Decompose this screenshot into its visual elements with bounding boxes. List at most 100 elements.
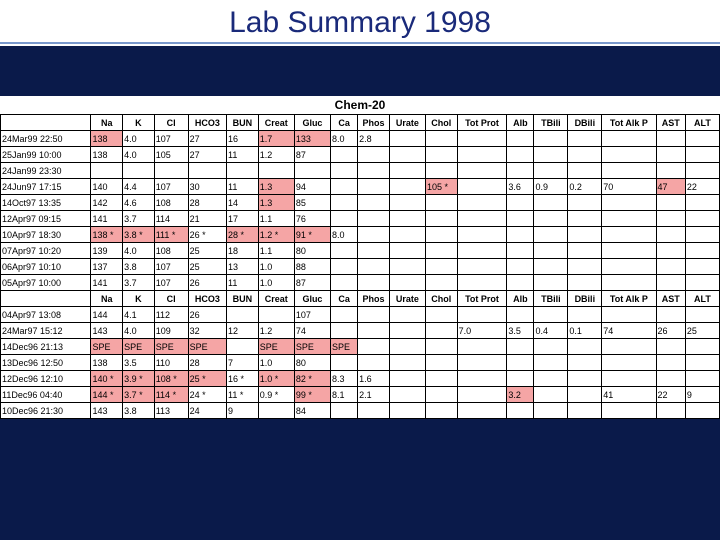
cell-value <box>507 243 534 259</box>
cell-value: 1.3 <box>258 179 294 195</box>
cell-value: 74 <box>294 323 330 339</box>
lab-table-region: Chem-20 NaKClHCO3BUNCreatGlucCaPhosUrate… <box>0 96 720 419</box>
cell-datetime: 10Dec96 21:30 <box>1 403 91 419</box>
cell-value <box>358 259 390 275</box>
cell-value <box>507 371 534 387</box>
table-row: 13Dec96 12:501383.51102871.080 <box>1 355 720 371</box>
cell-datetime: 24Mar97 15:12 <box>1 323 91 339</box>
cell-value <box>534 339 568 355</box>
cell-value: 13 <box>227 259 259 275</box>
cell-value <box>568 227 602 243</box>
col-hco3: HCO3 <box>188 291 226 307</box>
col-tot-alk-p: Tot Alk P <box>602 115 656 131</box>
cell-value <box>602 131 656 147</box>
cell-value <box>358 179 390 195</box>
cell-value <box>358 307 390 323</box>
cell-value <box>389 163 425 179</box>
cell-value <box>389 211 425 227</box>
cell-value: 25 <box>188 259 226 275</box>
cell-value: 94 <box>294 179 330 195</box>
cell-value: 107 <box>154 131 188 147</box>
cell-value <box>568 339 602 355</box>
cell-value <box>389 195 425 211</box>
cell-value: 27 <box>188 131 226 147</box>
cell-value <box>358 323 390 339</box>
cell-value <box>457 387 507 403</box>
col-alt: ALT <box>685 115 719 131</box>
cell-value: 3.5 <box>123 355 155 371</box>
cell-value: 3.8 * <box>123 227 155 243</box>
cell-value <box>656 227 685 243</box>
cell-value: 107 <box>154 259 188 275</box>
cell-value: 138 <box>91 355 123 371</box>
cell-value <box>227 339 259 355</box>
cell-value <box>258 403 294 419</box>
cell-value <box>154 163 188 179</box>
cell-value <box>602 371 656 387</box>
cell-value: 140 * <box>91 371 123 387</box>
cell-value <box>534 275 568 291</box>
cell-value: 3.2 <box>507 387 534 403</box>
cell-value <box>358 243 390 259</box>
cell-datetime: 10Apr97 18:30 <box>1 227 91 243</box>
col-tot-alk-p: Tot Alk P <box>602 291 656 307</box>
cell-value <box>656 307 685 323</box>
panel-label: Chem-20 <box>0 96 720 114</box>
cell-value: 84 <box>294 403 330 419</box>
cell-value: 133 <box>294 131 330 147</box>
col-cl: Cl <box>154 291 188 307</box>
cell-value <box>457 355 507 371</box>
cell-value <box>656 371 685 387</box>
cell-value: 22 <box>656 387 685 403</box>
cell-value <box>457 371 507 387</box>
cell-value <box>123 163 155 179</box>
bottom-spacer <box>0 419 720 449</box>
cell-value <box>425 195 457 211</box>
cell-value: 1.1 <box>258 243 294 259</box>
cell-value <box>188 163 226 179</box>
col-alb: Alb <box>507 291 534 307</box>
cell-value <box>656 355 685 371</box>
cell-value: 14 <box>227 195 259 211</box>
cell-value: 140 <box>91 179 123 195</box>
col-gluc: Gluc <box>294 291 330 307</box>
cell-value <box>389 243 425 259</box>
table-row: 24Jan99 23:30 <box>1 163 720 179</box>
cell-value <box>685 131 719 147</box>
cell-value <box>602 339 656 355</box>
cell-value: 107 <box>294 307 330 323</box>
cell-value: 1.2 <box>258 147 294 163</box>
cell-value <box>389 307 425 323</box>
col-dbili: DBili <box>568 291 602 307</box>
table-row: 10Dec96 21:301433.811324984 <box>1 403 720 419</box>
cell-value <box>685 371 719 387</box>
cell-value: SPE <box>331 339 358 355</box>
cell-value <box>568 163 602 179</box>
col-hco3: HCO3 <box>188 115 226 131</box>
cell-value: 1.6 <box>358 371 390 387</box>
cell-value <box>507 307 534 323</box>
cell-value <box>425 147 457 163</box>
cell-datetime: 07Apr97 10:20 <box>1 243 91 259</box>
col-dbili: DBili <box>568 115 602 131</box>
cell-value: 108 <box>154 243 188 259</box>
cell-value <box>534 259 568 275</box>
cell-value <box>389 387 425 403</box>
cell-value <box>685 211 719 227</box>
lab-table-body: 24Mar99 22:501384.010727161.71338.02.825… <box>1 131 720 419</box>
lab-table: NaKClHCO3BUNCreatGlucCaPhosUrateCholTot … <box>0 114 720 419</box>
cell-value <box>425 371 457 387</box>
cell-value <box>656 339 685 355</box>
cell-value: 4.1 <box>123 307 155 323</box>
cell-value: 18 <box>227 243 259 259</box>
table-row: 14Oct97 13:351424.610828141.385 <box>1 195 720 211</box>
cell-value <box>507 163 534 179</box>
cell-value <box>389 339 425 355</box>
cell-value: 0.2 <box>568 179 602 195</box>
cell-value: 8.1 <box>331 387 358 403</box>
cell-value <box>568 403 602 419</box>
col-alt: ALT <box>685 291 719 307</box>
cell-value: 0.1 <box>568 323 602 339</box>
title-divider <box>0 42 720 44</box>
cell-value: 87 <box>294 147 330 163</box>
